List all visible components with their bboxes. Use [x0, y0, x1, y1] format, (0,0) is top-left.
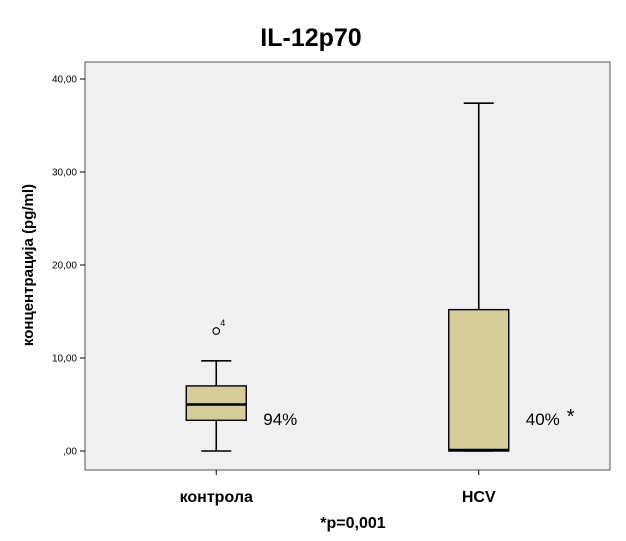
- percentage-annotation: 40%: [526, 410, 560, 429]
- y-axis-label: концентрација (pg/ml): [20, 184, 37, 346]
- x-axis: контрола HCV: [180, 470, 496, 506]
- significance-star: *: [567, 406, 575, 428]
- y-tick-label: 40,00: [52, 75, 77, 86]
- iqr-box: [448, 308, 510, 452]
- boxes: 4 94% 40% *: [185, 102, 575, 452]
- y-tick-label: 10,00: [52, 354, 77, 365]
- y-axis: ,00 10,00 20,00 30,00 40,00: [52, 75, 85, 458]
- chart-title: IL-12p70: [260, 24, 361, 52]
- iqr-box: [185, 385, 247, 422]
- y-tick-label: 20,00: [52, 261, 77, 272]
- box-1: 4 94%: [185, 318, 297, 452]
- y-tick-label: ,00: [63, 447, 77, 458]
- x-tick-label: контрола: [180, 489, 253, 506]
- plot-area: [84, 61, 611, 471]
- percentage-annotation: 94%: [263, 410, 297, 429]
- x-tick-label: HCV: [462, 489, 496, 506]
- outlier-point: [212, 327, 221, 335]
- y-tick-label: 30,00: [52, 168, 77, 179]
- box-2: 40% *: [448, 102, 575, 452]
- x-axis-label: *p=0,001: [320, 515, 385, 532]
- outlier-label: 4: [220, 318, 225, 328]
